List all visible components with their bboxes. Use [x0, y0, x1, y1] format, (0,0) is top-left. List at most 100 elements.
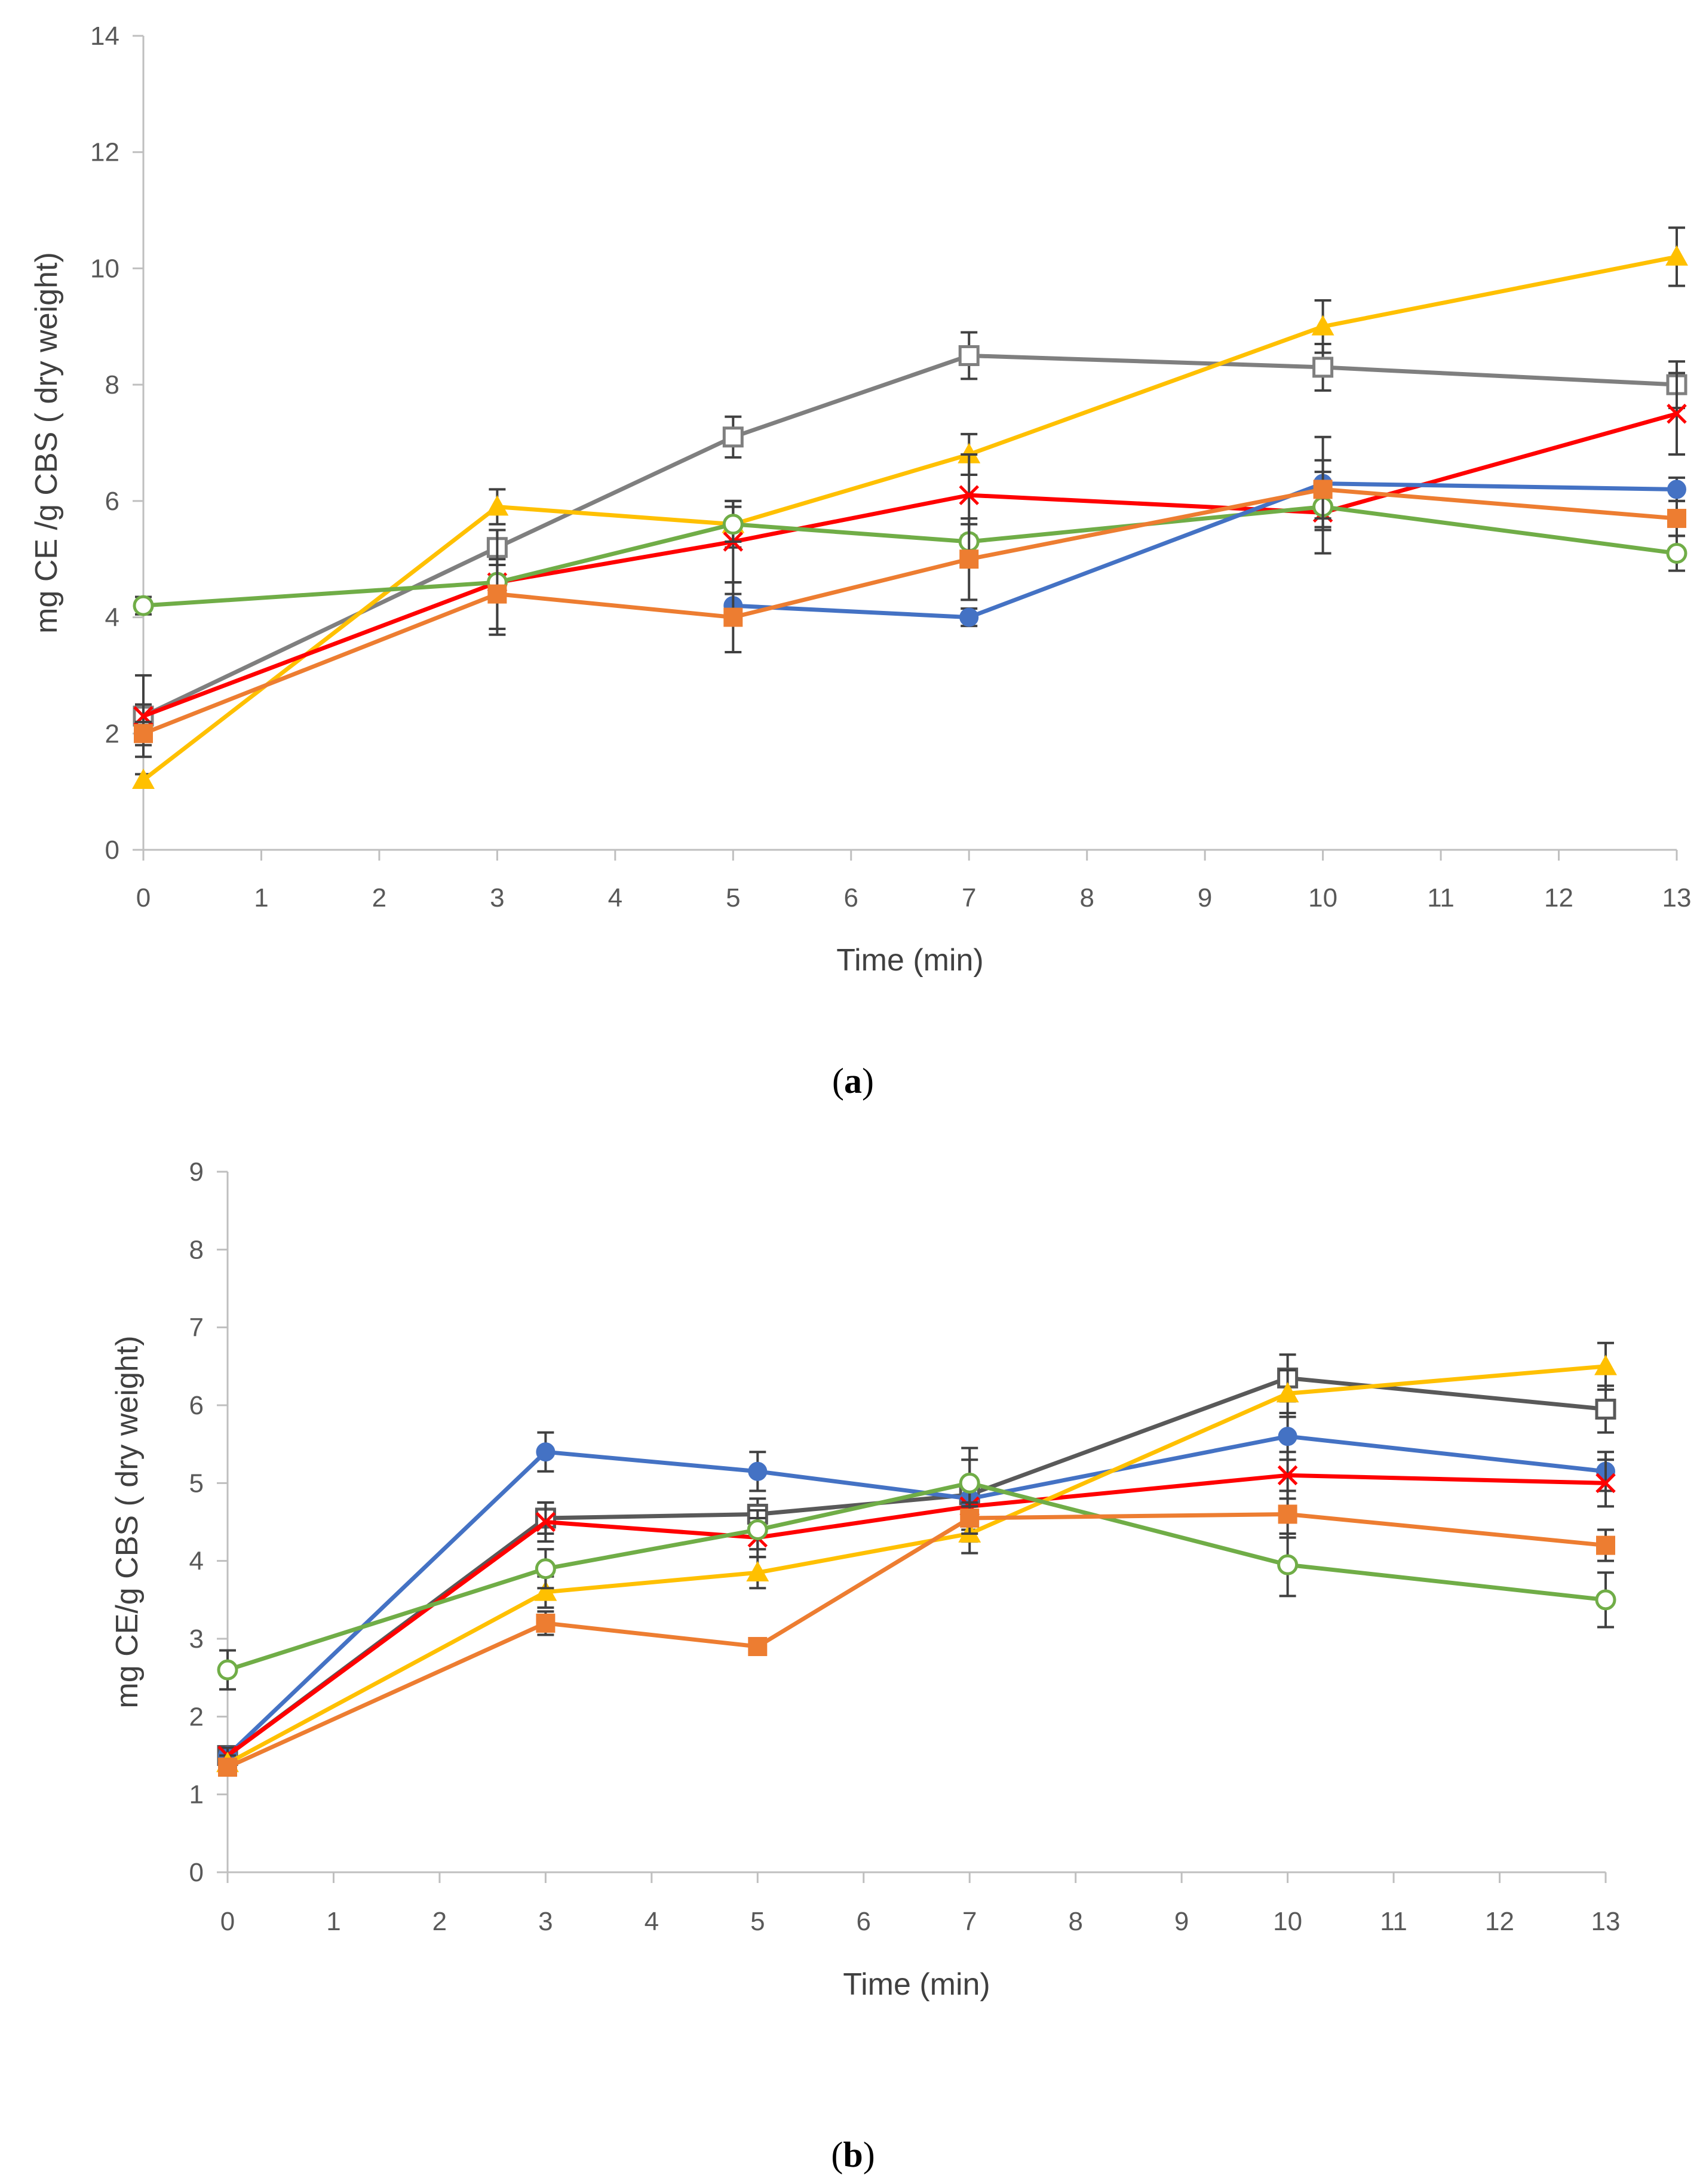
series-line — [733, 481, 1677, 620]
series-green-open-circle — [217, 1458, 1616, 1691]
series-line — [143, 505, 1677, 608]
data-point — [959, 607, 979, 627]
series-line — [226, 1364, 1606, 1765]
y-tick-label: 3 — [189, 1624, 204, 1654]
y-tick-label: 6 — [105, 487, 119, 516]
y-tick-label: 4 — [105, 603, 119, 632]
data-point — [487, 584, 507, 604]
y-tick-label: 10 — [90, 254, 119, 283]
x-tick-label: 13 — [1591, 1907, 1621, 1936]
x-tick-label: 6 — [857, 1907, 871, 1936]
data-point — [723, 607, 743, 627]
series-line — [142, 254, 1677, 782]
series-orange-square — [134, 459, 1686, 747]
panel-label-b: (b) — [831, 2135, 875, 2174]
series-gray-open-square — [133, 331, 1687, 729]
y-tick-label: 0 — [189, 1858, 204, 1887]
data-point — [746, 1561, 769, 1582]
y-tick-label: 7 — [189, 1313, 204, 1343]
x-tick-label: 2 — [372, 883, 386, 913]
x-tick-label: 13 — [1662, 883, 1692, 913]
data-point — [959, 485, 979, 505]
x-tick-label: 9 — [1174, 1907, 1189, 1936]
y-tick-label: 14 — [90, 21, 119, 51]
x-tick-label: 9 — [1198, 883, 1212, 913]
y-tick-label: 12 — [90, 138, 119, 167]
y-tick-label: 9 — [189, 1157, 204, 1187]
panel-label-a: (a) — [832, 1061, 874, 1101]
x-tick-label: 1 — [254, 883, 268, 913]
x-tick-label: 1 — [326, 1907, 340, 1936]
series-line — [142, 411, 1677, 718]
x-tick-label: 4 — [645, 1907, 659, 1936]
series-orange-square — [218, 1489, 1615, 1777]
data-point — [1278, 1504, 1297, 1524]
data-point — [535, 1558, 556, 1580]
x-tick-label: 3 — [490, 883, 504, 913]
data-point — [1313, 480, 1333, 499]
y-tick-label: 0 — [105, 835, 119, 865]
data-point — [1276, 1382, 1299, 1403]
series-line — [226, 1512, 1606, 1770]
x-tick-label: 8 — [1068, 1907, 1082, 1936]
data-point — [1595, 1473, 1616, 1494]
data-point — [960, 1508, 980, 1528]
data-point — [218, 1758, 237, 1777]
x-tick-label: 5 — [750, 1907, 765, 1936]
y-tick-label: 8 — [189, 1235, 204, 1264]
series-blue-circle — [218, 1412, 1615, 1765]
y-tick-label: 4 — [189, 1547, 204, 1576]
x-tick-label: 7 — [962, 883, 976, 913]
x-tick-label: 11 — [1427, 883, 1455, 913]
data-point — [1667, 480, 1686, 499]
data-point — [747, 1519, 768, 1541]
x-tick-label: 2 — [432, 1907, 447, 1936]
x-tick-label: 12 — [1544, 883, 1573, 913]
data-point — [132, 768, 155, 789]
series-yellow-triangle — [216, 1341, 1617, 1773]
data-point — [535, 1512, 556, 1532]
data-point — [536, 1613, 556, 1633]
data-point — [536, 1442, 556, 1462]
x-tick-label: 12 — [1485, 1907, 1514, 1936]
x-tick-label: 4 — [608, 883, 622, 913]
data-point — [134, 724, 153, 744]
data-point — [1665, 245, 1688, 266]
x-tick-label: 5 — [726, 883, 740, 913]
x-tick-label: 11 — [1380, 1907, 1407, 1936]
series-line — [226, 1473, 1606, 1758]
series-blue-circle — [723, 435, 1686, 628]
y-tick-label: 6 — [189, 1391, 204, 1420]
data-point — [1277, 1554, 1299, 1575]
x-tick-label: 0 — [220, 1907, 235, 1936]
data-point — [1667, 404, 1687, 424]
series-gray-open-square — [217, 1353, 1616, 1766]
series-line — [226, 1434, 1606, 1758]
x-axis-label: Time (min) — [836, 943, 984, 978]
series-line — [142, 353, 1677, 718]
data-point — [748, 1637, 768, 1657]
series-red-cross — [133, 371, 1687, 758]
x-tick-label: 0 — [136, 883, 151, 913]
x-tick-label: 8 — [1079, 883, 1094, 913]
series-line — [226, 1480, 1606, 1672]
data-point — [1278, 1427, 1297, 1446]
data-point — [1277, 1465, 1298, 1486]
data-point — [722, 426, 744, 448]
data-point — [1595, 1399, 1616, 1420]
data-point — [133, 595, 154, 616]
series-green-open-circle — [133, 485, 1687, 616]
x-tick-label: 10 — [1308, 883, 1337, 913]
y-tick-label: 1 — [189, 1780, 204, 1810]
data-point — [722, 514, 744, 535]
data-point — [959, 549, 979, 569]
x-tick-label: 10 — [1273, 1907, 1302, 1936]
data-point — [486, 495, 509, 516]
data-point — [748, 1461, 768, 1481]
data-point — [1311, 315, 1334, 336]
x-tick-label: 7 — [962, 1907, 977, 1936]
x-tick-label: 6 — [844, 883, 858, 913]
data-point — [959, 1472, 980, 1494]
